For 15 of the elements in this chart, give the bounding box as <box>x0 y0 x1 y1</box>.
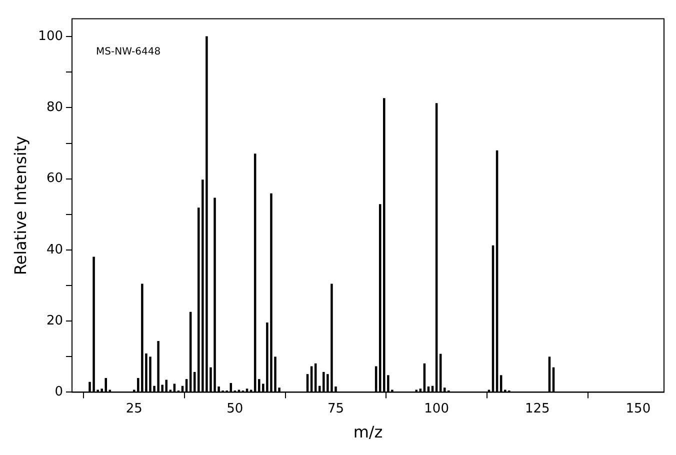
x-tick-label: 150 <box>626 401 651 416</box>
annotation: MS-NW-6448 <box>96 46 161 58</box>
x-tick-label: 25 <box>126 401 142 416</box>
x-tick-label: 125 <box>524 401 550 416</box>
x-tick-label: 75 <box>327 401 344 416</box>
y-tick-label: 60 <box>46 171 64 186</box>
y-tick-label: 40 <box>46 242 64 258</box>
y-axis-title: Relative Intensity <box>10 136 30 276</box>
x-tick-label: 100 <box>424 401 449 416</box>
x-axis-title: m/z <box>353 422 383 442</box>
y-tick-label: 0 <box>54 384 64 400</box>
x-tick-label: 50 <box>226 401 244 416</box>
y-tick-label: 20 <box>46 313 64 328</box>
y-tick-label: 80 <box>46 100 64 116</box>
y-tick-label: 100 <box>38 28 64 44</box>
